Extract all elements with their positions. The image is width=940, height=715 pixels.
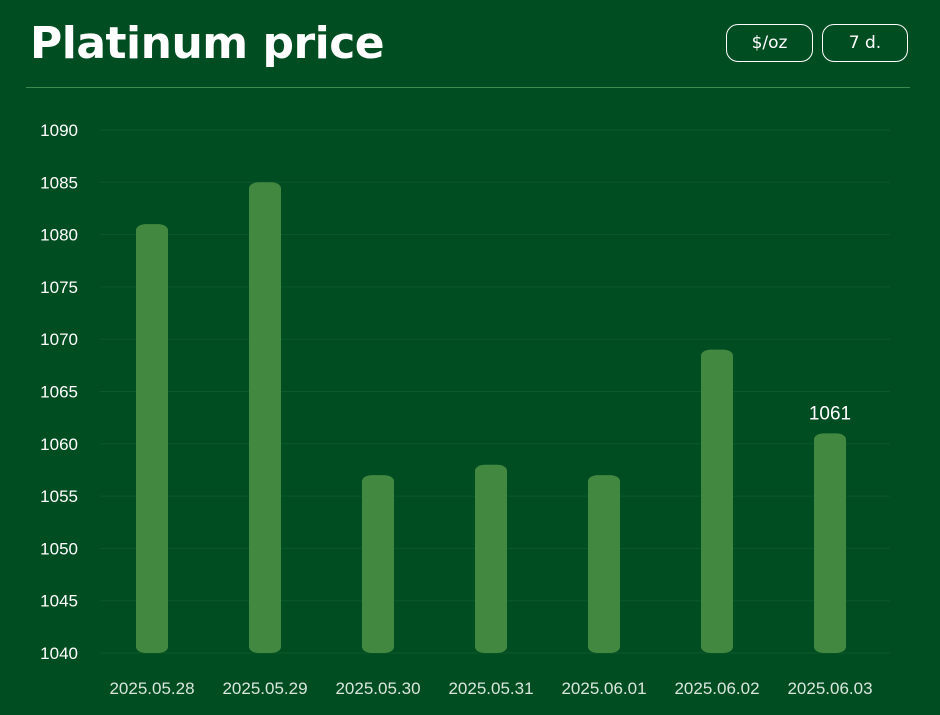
y-tick-label: 1080 (40, 226, 78, 245)
x-axis: 2025.05.28 2025.05.29 2025.05.30 2025.05.31… (109, 679, 872, 698)
header-divider (26, 87, 910, 88)
y-tick-label: 1040 (40, 644, 78, 663)
x-tick-label: 2025.06.03 (787, 679, 872, 698)
bar-2025.06.01[interactable] (588, 475, 620, 653)
x-tick-label: 2025.05.28 (109, 679, 194, 698)
bar-2025.05.31[interactable] (475, 464, 507, 653)
x-tick-label: 2025.06.02 (674, 679, 759, 698)
y-tick-label: 1045 (40, 592, 78, 611)
x-tick-label: 2025.05.31 (448, 679, 533, 698)
y-tick-label: 1090 (40, 121, 78, 140)
y-tick-label: 1070 (40, 330, 78, 349)
data-labels: 1061 (809, 403, 851, 424)
y-tick-label: 1050 (40, 539, 78, 558)
y-axis: 1040 1045 1050 1055 1060 1065 1070 1075 1080 1085… (40, 121, 78, 663)
bar-2025.05.30[interactable] (362, 475, 394, 653)
y-tick-label: 1060 (40, 435, 78, 454)
bar-2025.06.02[interactable] (701, 349, 733, 653)
unit-button[interactable]: $/oz (726, 24, 813, 62)
x-tick-label: 2025.06.01 (561, 679, 646, 698)
y-tick-label: 1065 (40, 383, 78, 402)
bar-2025.05.29[interactable] (249, 182, 281, 654)
x-tick-label: 2025.05.29 (222, 679, 307, 698)
time-range-button[interactable]: 7 d. (822, 24, 908, 62)
bar-2025.05.28[interactable] (136, 224, 168, 653)
chart-bars (136, 182, 846, 654)
y-tick-label: 1085 (40, 173, 78, 192)
y-tick-label: 1075 (40, 278, 78, 297)
x-tick-label: 2025.05.30 (335, 679, 420, 698)
y-tick-label: 1055 (40, 487, 78, 506)
data-label: 1061 (809, 403, 851, 424)
page-title: Platinum price (30, 18, 385, 69)
bar-2025.06.03[interactable] (814, 433, 846, 653)
